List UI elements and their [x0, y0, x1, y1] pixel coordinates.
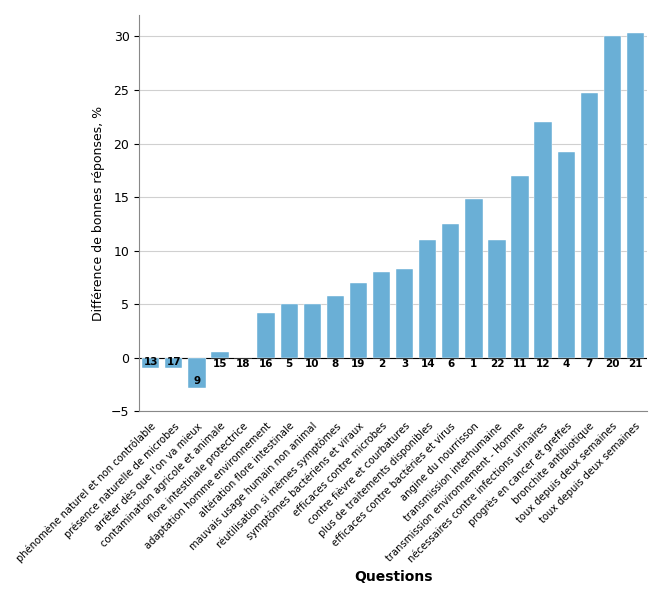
Bar [489, 240, 506, 358]
Text: 3: 3 [401, 359, 408, 370]
Text: 2: 2 [378, 359, 385, 370]
Text: 10: 10 [305, 359, 320, 370]
Bar [258, 313, 275, 358]
Bar [511, 176, 529, 358]
Bar [165, 358, 183, 368]
Bar [557, 152, 575, 358]
Bar [304, 304, 321, 358]
Text: 5: 5 [285, 359, 293, 370]
Text: 19: 19 [352, 359, 365, 370]
Bar [396, 269, 413, 358]
Text: 21: 21 [628, 359, 643, 370]
Bar [327, 295, 344, 358]
Text: 8: 8 [332, 359, 339, 370]
Bar [281, 304, 298, 358]
Text: 18: 18 [236, 359, 250, 370]
Text: 22: 22 [490, 359, 504, 370]
Text: 16: 16 [259, 359, 273, 370]
Text: 7: 7 [586, 359, 593, 370]
Bar [188, 358, 206, 388]
Text: 20: 20 [605, 359, 620, 370]
Bar [350, 283, 367, 358]
X-axis label: Questions: Questions [354, 570, 432, 584]
Bar [534, 122, 552, 358]
Text: 4: 4 [563, 359, 570, 370]
Bar [442, 224, 459, 358]
Text: 11: 11 [513, 359, 528, 370]
Text: 17: 17 [167, 357, 181, 367]
Text: 13: 13 [144, 357, 158, 367]
Bar [581, 93, 598, 358]
Y-axis label: Différence de bonnes réponses, %: Différence de bonnes réponses, % [93, 105, 105, 320]
Text: 14: 14 [420, 359, 435, 370]
Bar [604, 37, 621, 358]
Bar [465, 199, 483, 358]
Bar [211, 352, 228, 358]
Bar [142, 358, 160, 368]
Bar [419, 240, 436, 358]
Text: 15: 15 [213, 359, 227, 370]
Bar [627, 33, 644, 358]
Bar [373, 272, 390, 358]
Text: 6: 6 [447, 359, 454, 370]
Text: 1: 1 [470, 359, 477, 370]
Text: 9: 9 [193, 376, 201, 386]
Text: 12: 12 [536, 359, 550, 370]
